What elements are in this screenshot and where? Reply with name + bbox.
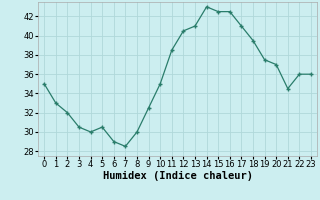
X-axis label: Humidex (Indice chaleur): Humidex (Indice chaleur) — [103, 171, 252, 181]
